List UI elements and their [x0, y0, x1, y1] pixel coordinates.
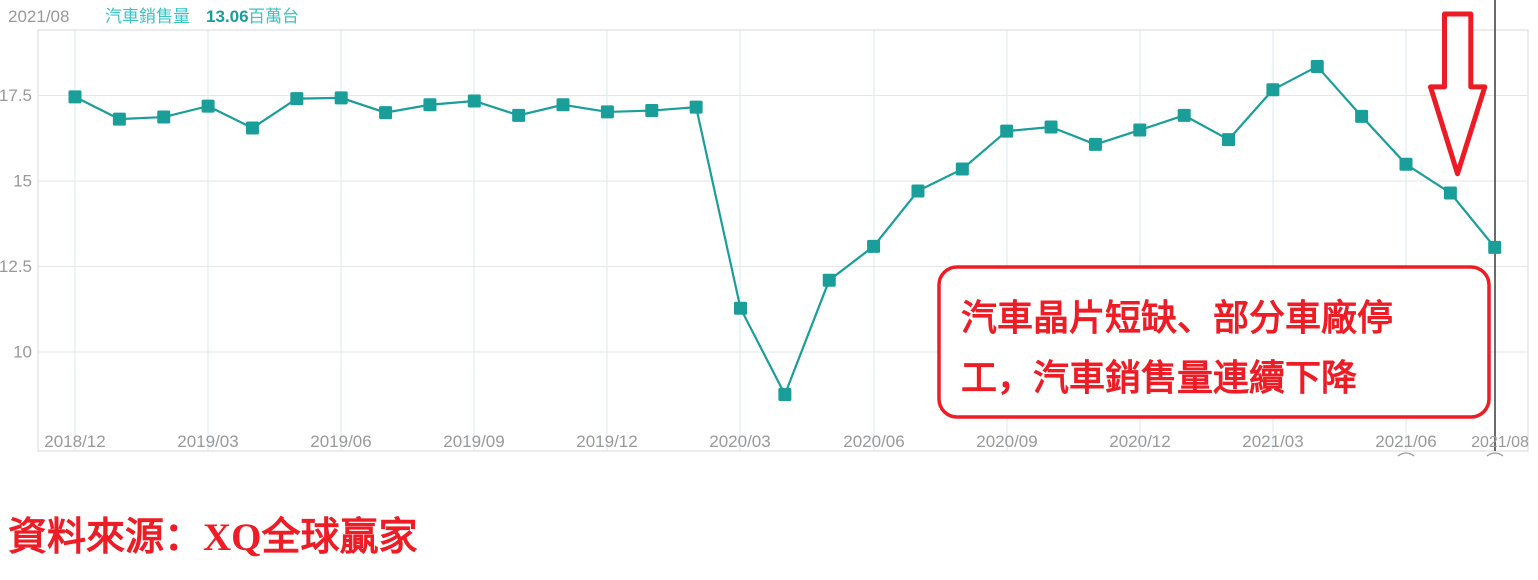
svg-text:10: 10: [13, 343, 32, 362]
svg-text:2021/06: 2021/06: [1375, 432, 1436, 451]
svg-text:2018/12: 2018/12: [44, 432, 105, 451]
svg-text:汽車晶片短缺、部分車廠停: 汽車晶片短缺、部分車廠停: [961, 297, 1393, 338]
svg-text:2020/03: 2020/03: [709, 432, 770, 451]
svg-text:2019/12: 2019/12: [576, 432, 637, 451]
svg-text:百萬台: 百萬台: [248, 7, 299, 26]
svg-text:資料來源：XQ全球贏家: 資料來源：XQ全球贏家: [8, 515, 418, 559]
svg-text:汽車銷售量: 汽車銷售量: [105, 7, 190, 26]
svg-text:17.5: 17.5: [0, 86, 32, 105]
svg-text:13.06: 13.06: [206, 7, 249, 26]
svg-text:2020/12: 2020/12: [1109, 432, 1170, 451]
svg-text:2021/08: 2021/08: [8, 7, 69, 26]
svg-text:2020/06: 2020/06: [843, 432, 904, 451]
svg-text:2019/06: 2019/06: [310, 432, 371, 451]
svg-text:工，汽車銷售量連續下降: 工，汽車銷售量連續下降: [961, 357, 1357, 398]
svg-text:12.5: 12.5: [0, 257, 32, 276]
svg-text:2019/09: 2019/09: [443, 432, 504, 451]
svg-text:15: 15: [13, 172, 32, 191]
svg-text:2020/09: 2020/09: [976, 432, 1037, 451]
svg-text:2021/03: 2021/03: [1242, 432, 1303, 451]
svg-text:2021/08: 2021/08: [1471, 434, 1529, 451]
svg-text:2019/03: 2019/03: [177, 432, 238, 451]
